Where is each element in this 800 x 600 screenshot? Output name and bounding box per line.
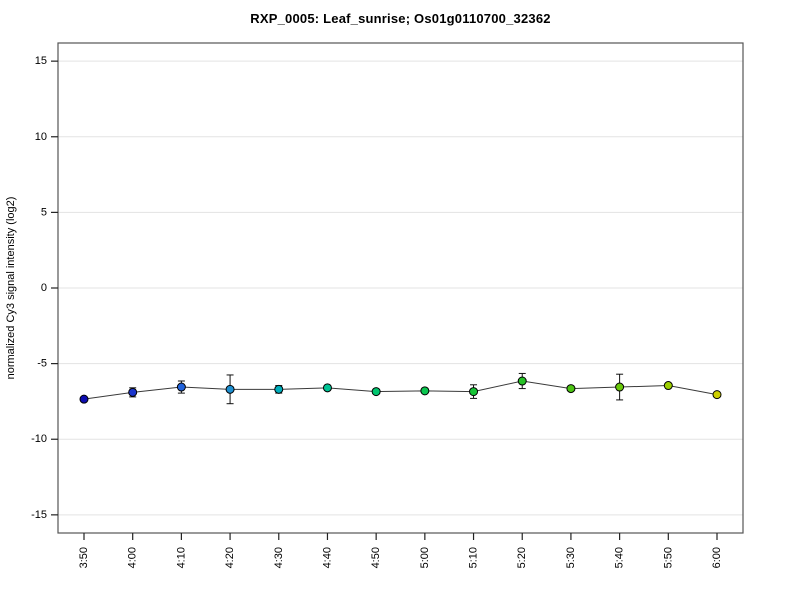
y-tick-label: -10 xyxy=(31,433,47,445)
data-point xyxy=(225,384,235,394)
data-point xyxy=(371,387,381,397)
x-tick-label: 5:10 xyxy=(468,547,480,568)
data-point xyxy=(176,382,186,392)
data-point xyxy=(663,381,673,391)
data-point xyxy=(712,390,722,400)
y-tick-label: -15 xyxy=(31,509,47,521)
data-point xyxy=(469,387,479,397)
x-tick-label: 5:20 xyxy=(516,547,528,568)
data-point xyxy=(274,384,284,394)
x-tick-label: 4:00 xyxy=(127,547,139,568)
x-tick-label: 4:10 xyxy=(175,547,187,568)
data-point xyxy=(517,376,527,386)
x-tick-label: 4:30 xyxy=(273,547,285,568)
y-tick-label: 15 xyxy=(35,55,47,67)
x-tick-label: 4:50 xyxy=(370,547,382,568)
data-point xyxy=(128,387,138,397)
x-tick-label: 4:40 xyxy=(321,547,333,568)
data-point xyxy=(322,383,332,393)
y-tick-label: 10 xyxy=(35,131,47,143)
chart-title: RXP_0005: Leaf_sunrise; Os01g0110700_323… xyxy=(250,11,551,26)
x-tick-label: 5:40 xyxy=(614,547,626,568)
y-tick-label: -5 xyxy=(37,358,47,370)
data-point xyxy=(615,382,625,392)
x-tick-label: 5:30 xyxy=(565,547,577,568)
x-tick-label: 3:50 xyxy=(78,547,90,568)
x-tick-label: 4:20 xyxy=(224,547,236,568)
y-tick-label: 0 xyxy=(41,282,47,294)
x-tick-label: 5:50 xyxy=(662,547,674,568)
x-tick-label: 5:00 xyxy=(419,547,431,568)
y-tick-label: 5 xyxy=(41,206,47,218)
data-point xyxy=(79,394,89,404)
series-line xyxy=(83,380,718,400)
data-point xyxy=(420,386,430,396)
data-point xyxy=(566,384,576,394)
x-tick-label: 6:00 xyxy=(711,547,723,568)
